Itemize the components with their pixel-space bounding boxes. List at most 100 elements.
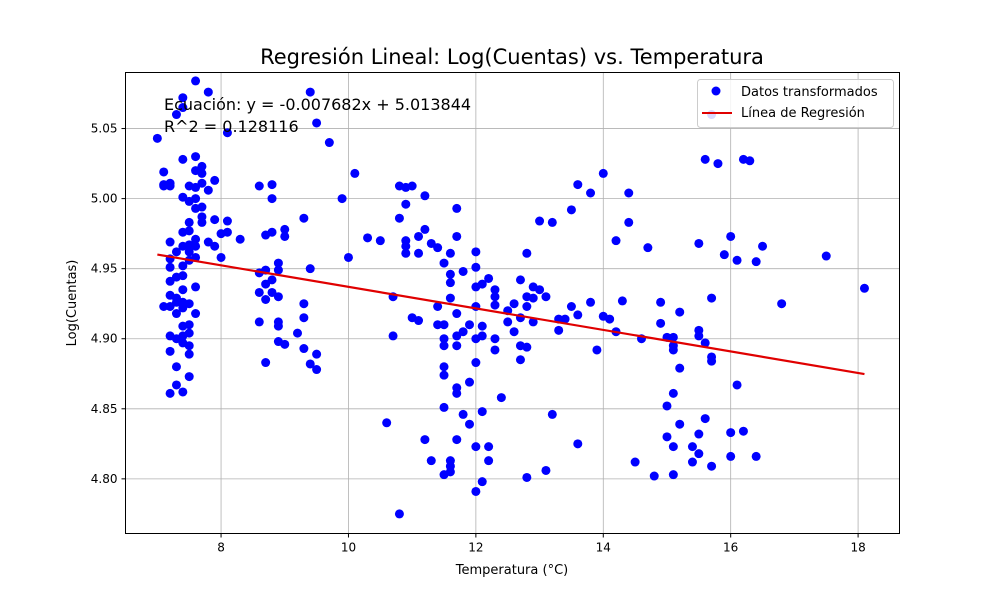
- data-point: [490, 334, 500, 344]
- data-point: [222, 128, 232, 138]
- x-tick-label: 8: [217, 541, 225, 555]
- data-point: [675, 307, 685, 317]
- data-point: [420, 224, 430, 234]
- scatter-points: [152, 76, 869, 519]
- data-point: [668, 332, 678, 342]
- data-point: [700, 154, 710, 164]
- data-point: [662, 401, 672, 411]
- data-point: [401, 199, 411, 209]
- data-point: [178, 387, 188, 397]
- data-point: [235, 234, 245, 244]
- data-point: [305, 264, 315, 274]
- data-point: [668, 442, 678, 452]
- data-point: [687, 457, 697, 467]
- data-point: [171, 297, 181, 307]
- data-point: [471, 262, 481, 272]
- data-point: [184, 341, 194, 351]
- data-point: [439, 334, 449, 344]
- data-point: [184, 320, 194, 330]
- data-point: [586, 188, 596, 198]
- data-point: [382, 418, 392, 428]
- data-point: [191, 76, 201, 86]
- data-point: [267, 227, 277, 237]
- legend-scatter-marker: [711, 86, 721, 96]
- data-point: [165, 262, 175, 272]
- data-point: [554, 325, 564, 335]
- data-point: [732, 255, 742, 265]
- data-point: [433, 302, 443, 312]
- data-point: [707, 461, 717, 471]
- data-point: [439, 320, 449, 330]
- data-point: [293, 328, 302, 338]
- data-point: [414, 231, 424, 241]
- data-point: [490, 292, 500, 302]
- data-point: [433, 243, 443, 253]
- data-point: [777, 299, 787, 309]
- data-point: [445, 467, 455, 477]
- data-point: [445, 278, 455, 288]
- y-tick-label: 5.00: [91, 192, 118, 206]
- annotation-r-squared: R^2 = 0.128116: [164, 117, 299, 136]
- data-point: [261, 279, 271, 289]
- data-point: [312, 349, 322, 359]
- data-point: [197, 168, 207, 178]
- data-point: [299, 299, 309, 309]
- data-point: [535, 216, 545, 226]
- data-point: [312, 118, 322, 128]
- y-tick-label: 4.95: [91, 262, 118, 276]
- data-point: [707, 356, 717, 366]
- data-point: [420, 191, 430, 201]
- data-point: [165, 237, 175, 247]
- data-point: [465, 419, 474, 429]
- data-point: [522, 472, 532, 482]
- data-point: [273, 265, 283, 275]
- data-point: [573, 439, 583, 449]
- data-point: [675, 419, 685, 429]
- x-tick-label: 16: [723, 541, 738, 555]
- data-point: [312, 365, 322, 375]
- data-point: [159, 167, 169, 177]
- data-point: [299, 213, 309, 223]
- data-point: [624, 188, 634, 198]
- data-point: [509, 299, 519, 309]
- data-point: [726, 428, 736, 438]
- data-point: [700, 414, 710, 424]
- data-point: [477, 279, 487, 289]
- data-point: [503, 317, 513, 327]
- data-point: [573, 310, 583, 320]
- data-point: [426, 238, 436, 248]
- data-point: [171, 247, 181, 257]
- axis-ticks: 8 10 12 14 16 18 4.80 4.85 4.90 4.95 5.00 5.05: [91, 122, 866, 555]
- data-point: [605, 314, 615, 324]
- regression-line: [157, 253, 865, 376]
- data-point: [165, 346, 175, 356]
- data-point: [859, 283, 869, 293]
- data-point: [210, 241, 220, 251]
- data-point: [420, 435, 430, 445]
- data-point: [452, 435, 462, 445]
- data-point: [592, 345, 602, 355]
- data-point: [452, 388, 462, 398]
- data-point: [694, 429, 704, 439]
- data-point: [363, 233, 373, 243]
- data-point: [261, 358, 271, 368]
- data-point: [528, 317, 538, 327]
- data-point: [541, 292, 551, 302]
- data-point: [821, 251, 831, 261]
- data-point: [280, 224, 290, 234]
- data-point: [726, 231, 736, 241]
- y-tick-label: 5.05: [91, 122, 118, 136]
- data-point: [528, 293, 538, 303]
- data-point: [566, 302, 576, 312]
- y-tick-label: 4.80: [91, 472, 118, 486]
- data-point: [611, 236, 621, 246]
- data-point: [222, 216, 232, 226]
- data-point: [490, 300, 500, 310]
- data-point: [184, 226, 194, 236]
- data-point: [439, 341, 449, 351]
- data-point: [267, 180, 277, 190]
- data-point: [700, 338, 710, 348]
- data-point: [178, 271, 188, 281]
- data-point: [273, 292, 283, 302]
- data-point: [484, 456, 494, 466]
